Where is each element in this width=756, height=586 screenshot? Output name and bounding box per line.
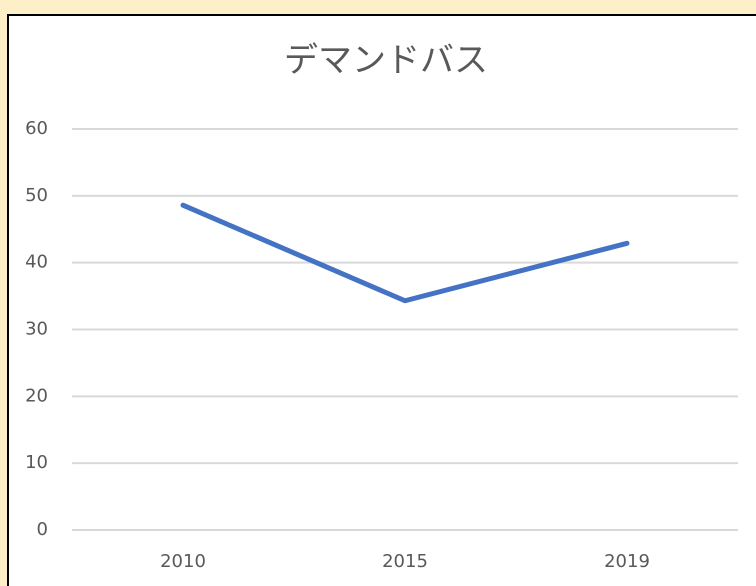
y-tick-label: 50 bbox=[25, 185, 48, 206]
x-tick-label: 2015 bbox=[382, 551, 428, 572]
y-tick-label: 10 bbox=[25, 452, 48, 473]
y-tick-label: 40 bbox=[25, 252, 48, 273]
x-tick-label: 2010 bbox=[160, 551, 206, 572]
chart-frame bbox=[7, 14, 756, 586]
y-tick-label: 20 bbox=[25, 385, 48, 406]
y-tick-label: 60 bbox=[25, 118, 48, 139]
y-tick-label: 0 bbox=[37, 519, 48, 540]
y-tick-label: 30 bbox=[25, 319, 48, 340]
chart-title: デマンドバス bbox=[284, 41, 488, 81]
data-line bbox=[180, 202, 630, 304]
x-tick-label: 2019 bbox=[604, 551, 650, 572]
